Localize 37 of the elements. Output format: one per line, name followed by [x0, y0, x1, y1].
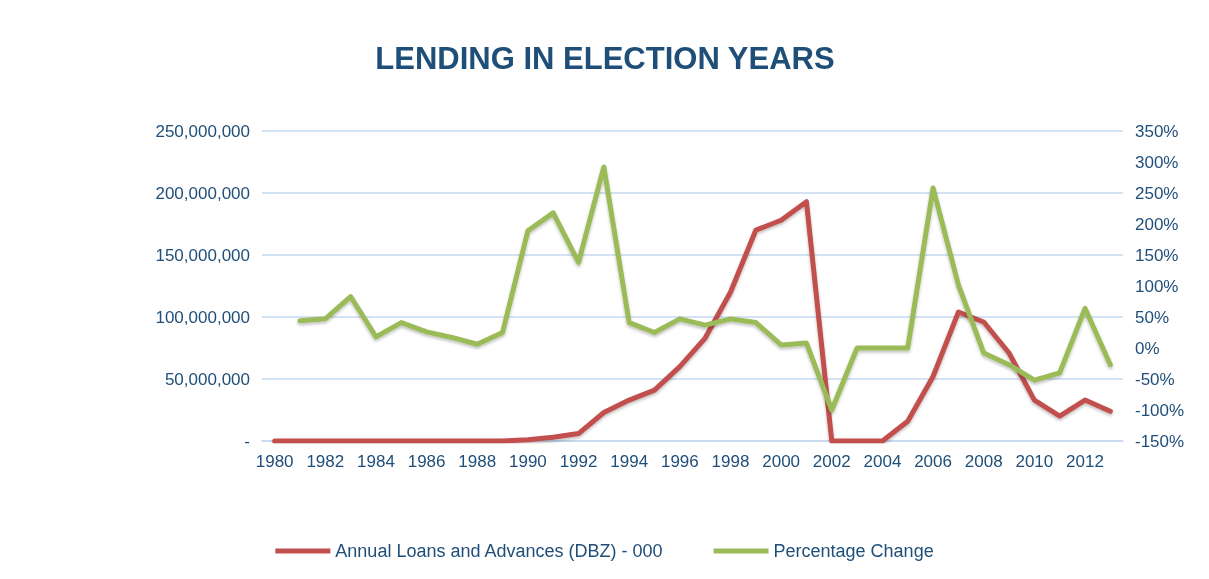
- x-tick-label: 1992: [559, 452, 598, 471]
- x-tick-label: 2012: [1066, 452, 1104, 471]
- x-tick-label: 2010: [1015, 452, 1054, 471]
- y2-tick-label: -150%: [1135, 431, 1185, 451]
- y2-tick-label: 150%: [1135, 245, 1179, 265]
- y-tick-label: 100,000,000: [155, 307, 250, 327]
- y2-tick-label: 300%: [1135, 152, 1179, 172]
- y2-tick-label: -50%: [1135, 369, 1175, 389]
- x-tick-label: 1990: [508, 452, 547, 471]
- x-tick-label: 2004: [863, 452, 902, 471]
- x-tick-label: 2002: [812, 452, 851, 471]
- x-tick-label: 1982: [306, 452, 345, 471]
- y-tick-label: 200,000,000: [155, 183, 250, 203]
- y-tick-label: 50,000,000: [164, 369, 250, 389]
- y2-tick-label: 0%: [1135, 338, 1160, 358]
- y2-tick-label: 100%: [1135, 276, 1179, 296]
- y2-tick-label: -100%: [1135, 400, 1185, 420]
- legend-label: Annual Loans and Advances (DBZ) - 000: [335, 541, 663, 561]
- legend-label: Percentage Change: [773, 541, 934, 561]
- x-tick-label: 1980: [255, 452, 294, 471]
- y2-tick-label: 50%: [1135, 307, 1170, 327]
- y2-tick-label: 200%: [1135, 214, 1179, 234]
- y-tick-label: 250,000,000: [155, 121, 250, 141]
- x-tick-label: 1988: [458, 452, 497, 471]
- x-tick-label: 1984: [357, 452, 395, 471]
- y2-tick-label: 250%: [1135, 183, 1179, 203]
- x-tick-label: 2006: [914, 452, 952, 471]
- x-tick-label: 1986: [407, 452, 446, 471]
- x-tick-label: 2008: [964, 452, 1003, 471]
- x-tick-label: 2000: [762, 452, 801, 471]
- x-tick-label: 1994: [610, 452, 649, 471]
- x-tick-label: 1996: [660, 452, 699, 471]
- x-tick-label: 1998: [711, 452, 750, 471]
- y-tick-label: 150,000,000: [155, 245, 250, 265]
- y2-tick-label: 350%: [1135, 121, 1179, 141]
- y-tick-label: -: [244, 431, 250, 451]
- chart-title: LENDING IN ELECTION YEARS: [375, 41, 835, 76]
